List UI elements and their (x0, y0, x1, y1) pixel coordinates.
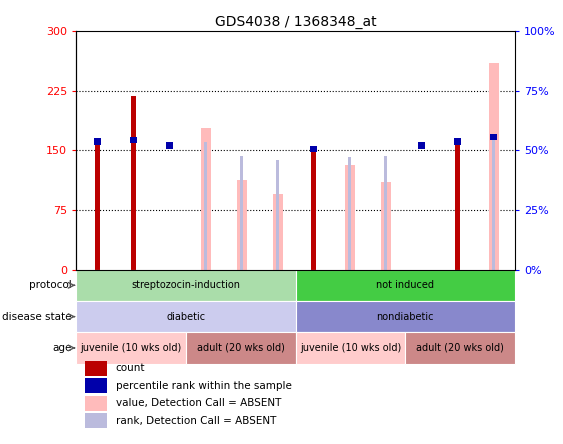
Bar (345, 166, 355, 270)
Bar (455, 140, 460, 270)
Title: GDS4038 / 1368348_at: GDS4038 / 1368348_at (215, 15, 377, 29)
Bar (276, 160, 279, 270)
Bar (204, 143, 207, 270)
Text: streptozocin-induction: streptozocin-induction (131, 280, 240, 290)
Bar (489, 63, 499, 270)
Bar (296, 270, 515, 301)
Bar (348, 157, 351, 270)
Text: rank, Detection Call = ABSENT: rank, Detection Call = ABSENT (115, 416, 276, 426)
Text: protocol: protocol (29, 280, 72, 290)
Bar (76, 301, 296, 332)
Bar (85, 361, 107, 376)
Bar (76, 270, 296, 301)
Bar (200, 128, 211, 270)
Text: value, Detection Call = ABSENT: value, Detection Call = ABSENT (115, 398, 281, 408)
Bar (384, 156, 387, 270)
Bar (76, 332, 186, 364)
Text: not induced: not induced (376, 280, 435, 290)
Bar (454, 139, 461, 145)
Text: juvenile (10 wks old): juvenile (10 wks old) (81, 343, 181, 353)
Bar (310, 146, 317, 152)
Bar (296, 332, 405, 364)
Bar (166, 143, 173, 149)
Bar (490, 134, 497, 140)
Bar (418, 143, 425, 149)
Bar (240, 156, 243, 270)
Bar (381, 182, 391, 270)
Bar (405, 332, 515, 364)
Bar (492, 137, 495, 270)
Text: nondiabetic: nondiabetic (377, 312, 434, 321)
Bar (85, 396, 107, 411)
Text: disease state: disease state (2, 312, 72, 321)
Text: adult (20 wks old): adult (20 wks old) (196, 343, 285, 353)
Text: age: age (52, 343, 72, 353)
Bar (296, 301, 515, 332)
Bar (96, 140, 100, 270)
Bar (236, 180, 247, 270)
Bar (131, 137, 137, 143)
Text: percentile rank within the sample: percentile rank within the sample (115, 381, 292, 391)
Bar (85, 378, 107, 393)
Bar (186, 332, 296, 364)
Text: adult (20 wks old): adult (20 wks old) (416, 343, 504, 353)
Bar (131, 96, 136, 270)
Text: count: count (115, 363, 145, 373)
Text: diabetic: diabetic (166, 312, 205, 321)
Bar (95, 139, 101, 145)
Text: juvenile (10 wks old): juvenile (10 wks old) (300, 343, 401, 353)
Bar (311, 148, 316, 270)
Bar (272, 194, 283, 270)
Bar (85, 413, 107, 428)
